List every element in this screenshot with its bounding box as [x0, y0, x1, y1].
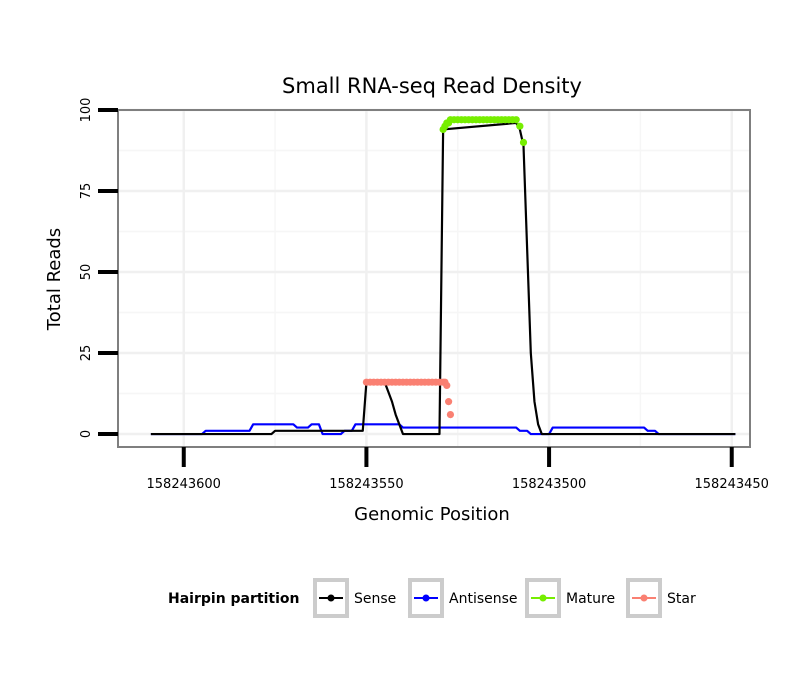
chart-title: Small RNA-seq Read Density [282, 74, 582, 98]
legend-item-antisense: Antisense [408, 578, 518, 618]
series-sense [150, 121, 736, 436]
y-tick-label: 75 [79, 183, 94, 200]
x-tick-label: 158243500 [512, 477, 586, 492]
data-point-mature [512, 116, 520, 124]
legend-title: Hairpin partition [168, 591, 299, 607]
legend-key-point [539, 594, 547, 602]
y-tick-label: 50 [79, 264, 94, 281]
legend-key-point [327, 594, 335, 602]
legend-item-mature: Mature [525, 578, 615, 618]
legend: Hairpin partition Sense Antisense Mature St… [168, 578, 696, 618]
legend-label: Star [667, 591, 696, 607]
legend-item-sense: Sense [313, 578, 396, 618]
y-tick-label: 25 [79, 345, 94, 362]
data-point-star [446, 411, 455, 419]
series-star [362, 378, 455, 419]
x-tick-label: 158243550 [329, 477, 403, 492]
data-point-star [445, 398, 453, 406]
legend-key-point [422, 594, 430, 602]
plot-panel [117, 108, 751, 448]
data-point-star [443, 381, 451, 390]
x-tick-label: 158243600 [147, 477, 221, 492]
y-axis-label: Total Reads [44, 228, 65, 331]
data-point-mature [519, 138, 528, 146]
plot-border [117, 109, 751, 448]
legend-key-point [640, 594, 648, 602]
legend-label: Sense [354, 591, 396, 607]
y-tick-label: 100 [79, 98, 94, 123]
legend-label: Antisense [449, 591, 518, 607]
x-axis-label: Genomic Position [354, 504, 510, 525]
legend-item-star: Star [626, 578, 696, 618]
series-antisense [150, 423, 736, 436]
legend-label: Mature [566, 591, 615, 607]
series-layer [150, 116, 736, 436]
y-tick-label: 0 [79, 430, 94, 438]
series-mature [439, 116, 528, 146]
axis-layer: 0 25 50 75 100 158243600 158243550 158243500 158… [79, 98, 769, 492]
data-point-mature [516, 122, 524, 130]
x-tick-label: 158243450 [695, 477, 769, 492]
series-line-sense [150, 121, 736, 436]
series-line-antisense [150, 423, 736, 436]
plot-background [118, 110, 750, 447]
